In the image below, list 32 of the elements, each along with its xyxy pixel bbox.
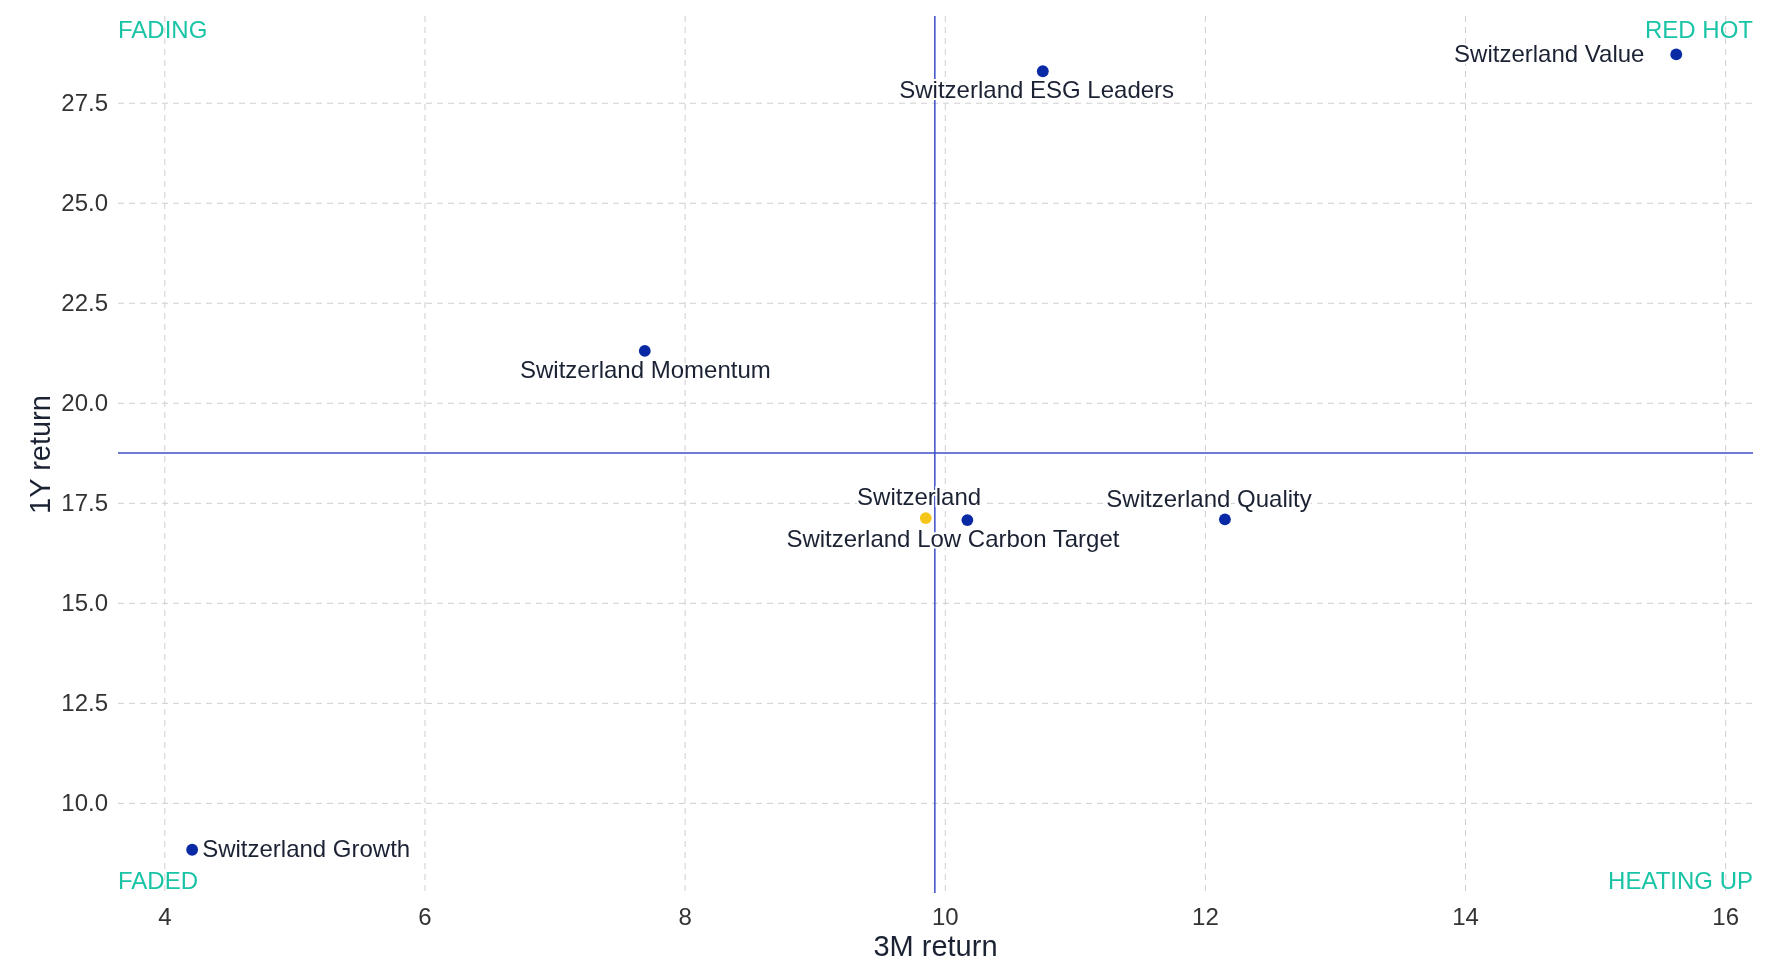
y-axis-title: 1Y return [24,395,56,514]
point [1670,48,1683,61]
x-tick-label: 12 [1192,903,1219,930]
point [919,512,932,525]
y-tick-label: 17.5 [61,489,108,517]
annotation: HEATING UP [1608,867,1753,894]
y-tick-label: 15.0 [61,589,108,617]
x-tick-label: 10 [931,903,959,930]
annotation: Switzerland Value [1454,39,1645,67]
annotation: Switzerland Quality [1106,484,1312,512]
x-tick-label: 16 [1712,903,1740,930]
annotation: FADED [118,867,199,894]
point [1218,513,1231,526]
point [186,843,199,856]
y-tick-label: 22.5 [61,289,108,317]
point [961,514,974,527]
annotation: Switzerland Growth [202,834,411,862]
point [1036,65,1049,78]
annotation: Switzerland Momentum [519,356,771,384]
point [638,344,651,357]
x-axis-title: 3M return [873,930,998,962]
y-tick-label: 27.5 [61,89,108,117]
y-tick-label: 12.5 [61,689,108,717]
x-tick-label: 8 [678,903,692,930]
x-tick-label: 4 [158,903,172,930]
x-tick-label: 6 [418,903,432,930]
y-tick-label: 10.0 [61,789,108,817]
x-tick-label: 14 [1452,903,1479,930]
y-tick-label: 25.0 [61,189,108,217]
annotation: RED HOT [1645,16,1754,43]
y-tick-label: 20.0 [61,389,108,417]
annotation: FADING [118,16,208,43]
